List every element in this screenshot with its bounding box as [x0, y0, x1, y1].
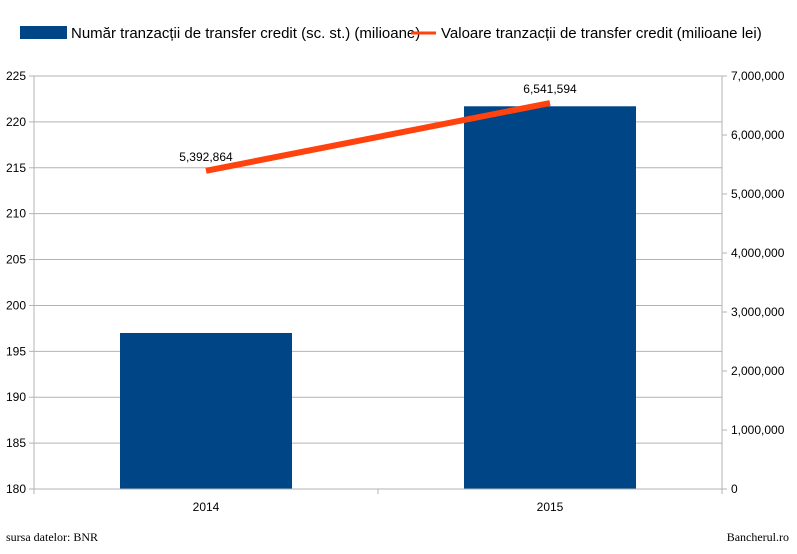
bar-2014 [120, 332, 292, 489]
source-note: sursa datelor: BNR [6, 530, 98, 544]
line-series [205, 100, 551, 174]
y-left-tick-label-3: 195 [6, 344, 26, 358]
y-left-tick-label-8: 220 [6, 115, 26, 129]
bar-series [120, 106, 636, 489]
y-right-tick-label-7: 7,000,000 [731, 69, 785, 83]
y-right-tick-label-4: 4,000,000 [731, 246, 785, 260]
y-left-tick-label-0: 180 [6, 482, 26, 496]
legend-swatch-bar [20, 26, 67, 39]
y-left-tick-label-5: 205 [6, 253, 26, 267]
x-tick-label-2014: 2014 [193, 500, 220, 514]
y-right-tick-label-0: 0 [731, 482, 738, 496]
legend: Număr tranzacții de transfer credit (sc.… [20, 25, 762, 42]
y-right-tick-label-1: 1,000,000 [731, 423, 785, 437]
y-left-tick-label-7: 215 [6, 161, 26, 175]
data-label-2015: 6,541,594 [523, 82, 577, 96]
y-left-tick-label-9: 225 [6, 69, 26, 83]
y-right-tick-label-5: 5,000,000 [731, 187, 785, 201]
y-left-tick-label-6: 210 [6, 207, 26, 221]
site-credit: Bancherul.ro [726, 530, 789, 544]
y-left-tick-label-4: 200 [6, 298, 26, 312]
axes [29, 75, 727, 494]
y-left-tick-label-1: 185 [6, 436, 26, 450]
bar-2015 [464, 106, 636, 489]
y-right-tick-label-6: 6,000,000 [731, 128, 785, 142]
y-right-tick-label-2: 2,000,000 [731, 364, 785, 378]
x-tick-label-2015: 2015 [537, 500, 564, 514]
legend-label-line: Valoare tranzacții de transfer credit (m… [441, 25, 762, 42]
y-left-tick-label-2: 190 [6, 390, 26, 404]
data-label-2014: 5,392,864 [179, 150, 233, 164]
tick-labels: 180 185 190 195 200 205 210 215 220 225 0 1,000,000… [6, 69, 785, 514]
legend-label-bar: Număr tranzacții de transfer credit (sc.… [71, 25, 420, 42]
y-right-tick-label-3: 3,000,000 [731, 305, 785, 319]
value-line [205, 100, 551, 174]
data-labels: 5,392,864 6,541,594 [179, 82, 577, 164]
